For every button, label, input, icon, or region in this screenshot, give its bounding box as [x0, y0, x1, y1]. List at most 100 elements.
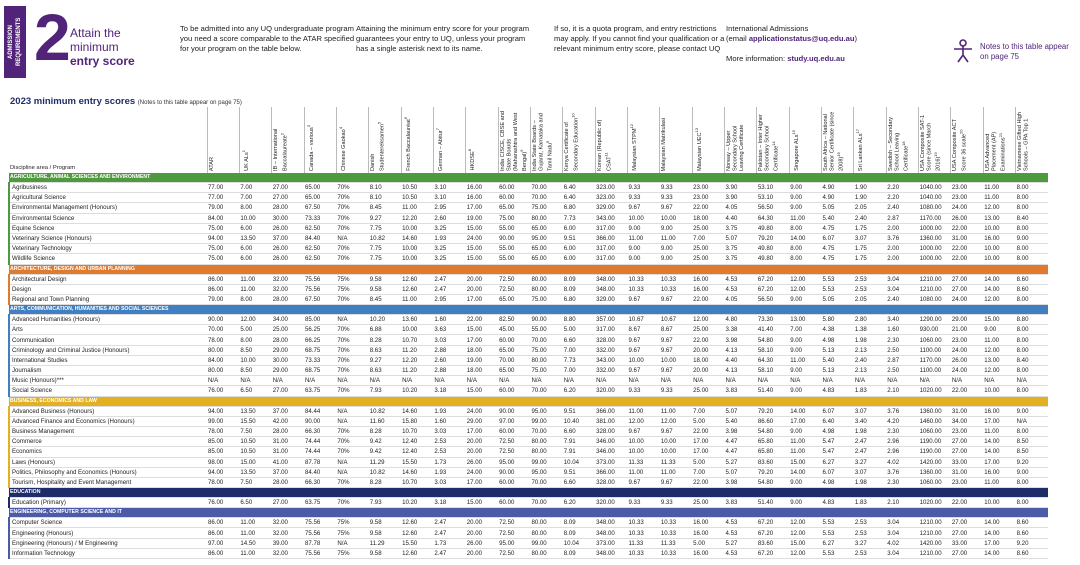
contact: International Admissions (email applicat…	[726, 24, 906, 64]
score-cell: 10.20	[401, 385, 434, 397]
score-cell: 10.00	[983, 253, 1016, 265]
score-cell: 3.04	[886, 517, 919, 529]
score-cell: 25.00	[692, 253, 725, 265]
column-header-text: Canada – various3	[306, 125, 315, 171]
program-name: Criminology and Criminal Justice (Honour…	[8, 345, 207, 356]
program-row: Engineering (Honours) / M Engineering 97.…	[8, 538, 1048, 549]
score-cell: 8.00	[1015, 192, 1048, 204]
score-cell: 72.50	[498, 274, 531, 285]
score-cell: 329.00	[595, 294, 628, 306]
score-cell: 9.00	[789, 334, 822, 346]
score-cell: 10.82	[368, 406, 402, 417]
score-cell: 1210.00	[918, 284, 951, 295]
column-note: 9	[518, 149, 524, 152]
program-row: Design 86.00 11.00 32.00 75.56 75% 9.58 12.60 2.…	[8, 284, 1048, 295]
program-name: Engineering (Honours)	[8, 527, 207, 539]
column-note: 5	[376, 121, 382, 125]
score-cell: 2.60	[433, 355, 466, 367]
score-cell: 10.00	[239, 213, 272, 224]
score-cell: 22.00	[950, 497, 984, 509]
score-cell: 84.40	[304, 233, 337, 245]
score-cell: 75.00	[498, 213, 531, 224]
score-cell: 64.30	[756, 213, 790, 224]
score-cell: 9.00	[789, 365, 822, 377]
score-cell: 10.33	[627, 548, 660, 560]
email-link[interactable]: applicationstatus@uq.edu.au	[748, 34, 855, 43]
score-cell: 86.60	[756, 416, 790, 427]
notes-link[interactable]: Notes to this table appear on page 75	[980, 42, 1069, 61]
score-cell: 28.00	[271, 202, 305, 214]
score-cell: 2.40	[886, 202, 919, 214]
score-cell: 20.00	[692, 365, 725, 377]
score-cell: 15.00	[239, 457, 272, 468]
score-cell: 5.07	[724, 406, 757, 417]
score-cell: 23.00	[692, 192, 725, 204]
program-row: Journalism 80.00 8.50 29.00 68.75 70% 8.63 11.2…	[8, 365, 1048, 377]
score-cell: 9.42	[368, 436, 402, 448]
score-cell: 12.00	[659, 416, 693, 427]
score-cell: 80.00	[530, 436, 563, 448]
entry-score-table: Discipline area / Program ATAR UK ALs1 IB –…	[8, 107, 1048, 560]
score-cell: 31.00	[950, 233, 984, 245]
score-cell: 37.00	[271, 406, 305, 417]
score-cell: 79.20	[756, 233, 790, 245]
score-cell: 25.00	[692, 497, 725, 509]
score-cell: 9.58	[368, 284, 402, 295]
score-cell: 7.75	[368, 243, 402, 255]
score-cell: 1.38	[853, 324, 887, 336]
score-cell: 4.53	[724, 284, 757, 295]
column-header-text: India State Boards – Gujarat, Karnataka …	[532, 111, 554, 171]
score-cell: 8.00	[1015, 345, 1048, 356]
column-name: Singapore ALs	[793, 134, 800, 171]
score-cell: 16.00	[465, 182, 499, 194]
header: ADMISSION REQUIREMENTS 2 Attain the mini…	[0, 0, 1080, 88]
score-cell: 12.00	[789, 527, 822, 539]
column-header-text: Norway – Upper Secondary School Leaving …	[726, 111, 745, 171]
column-header: Vietnamese Gifted High Schools – GPA Top…	[1015, 107, 1048, 173]
score-cell: 17.00	[465, 334, 499, 346]
score-cell: 1170.00	[918, 213, 951, 224]
score-cell: 94.00	[207, 406, 240, 417]
score-cell: 4.47	[724, 436, 757, 448]
score-cell: 2.13	[853, 365, 887, 377]
score-cell: 9.00	[789, 426, 822, 438]
score-cell: 95.00	[530, 467, 563, 478]
info-link[interactable]: study.uq.edu.au	[787, 54, 845, 63]
score-cell: 3.04	[886, 284, 919, 295]
score-cell: 8.80	[562, 314, 596, 326]
score-cell: 3.75	[724, 243, 757, 255]
score-cell: 15.00	[789, 538, 822, 549]
score-cell: 8.00	[1015, 385, 1048, 397]
score-cell: 373.00	[595, 538, 628, 549]
score-cell: 8.09	[562, 284, 596, 295]
score-cell: 22.00	[950, 385, 984, 397]
score-cell: 1420.00	[918, 538, 951, 549]
score-cell: 70%	[336, 345, 369, 356]
score-cell: 9.00	[659, 253, 693, 265]
score-cell: 90.00	[498, 467, 531, 478]
program-row: Advanced Business (Honours) 94.00 13.50 37.…	[8, 406, 1048, 417]
score-cell: 99.00	[530, 416, 563, 427]
score-cell: 9.67	[627, 294, 660, 306]
score-cell: 317.00	[595, 253, 628, 265]
column-note: 10	[570, 113, 576, 118]
score-cell: 14.00	[983, 436, 1016, 448]
score-cell: 8.00	[1015, 426, 1048, 438]
score-cell: 32.00	[271, 517, 305, 529]
program-name: Environmental Science	[8, 213, 207, 224]
score-cell: 63.75	[304, 385, 337, 397]
score-cell: 4.75	[821, 243, 854, 255]
program-header: Discipline area / Program	[10, 165, 76, 171]
score-cell: 6.27	[821, 538, 854, 549]
column-name: HKDSE	[470, 151, 477, 171]
section-row: ARCHITECTURE, DESIGN AND URBAN PLANNING	[9, 264, 1048, 275]
score-cell: 72.50	[498, 527, 531, 539]
score-cell: 34.00	[950, 416, 984, 427]
column-note: 14	[771, 141, 777, 146]
score-cell: 8.00	[1015, 202, 1048, 214]
score-cell: 2.53	[853, 548, 887, 560]
score-cell: 10.20	[368, 314, 402, 326]
score-cell: 17.00	[789, 416, 822, 427]
score-cell: 9.00	[789, 202, 822, 214]
score-cell: 70.00	[530, 334, 563, 346]
